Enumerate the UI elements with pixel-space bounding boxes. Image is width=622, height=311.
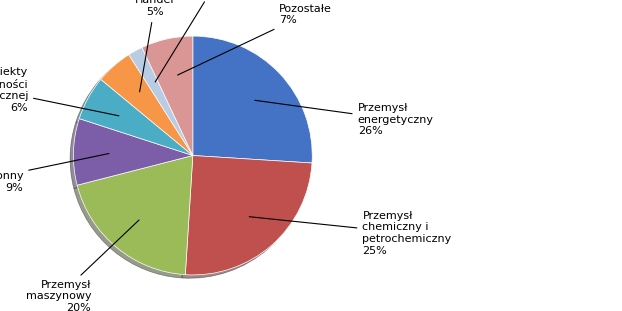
Text: Przemysł
energetyczny
26%: Przemysł energetyczny 26% bbox=[255, 100, 434, 136]
Text: Pozostałe
7%: Pozostałe 7% bbox=[178, 4, 332, 75]
Wedge shape bbox=[129, 48, 193, 156]
Text: Obiekty
użyteczności
publicznej
6%: Obiekty użyteczności publicznej 6% bbox=[0, 67, 119, 116]
Wedge shape bbox=[193, 36, 312, 163]
Wedge shape bbox=[77, 156, 193, 275]
Wedge shape bbox=[142, 36, 193, 156]
Wedge shape bbox=[79, 79, 193, 156]
Text: Przemysł
maszynowy
20%: Przemysł maszynowy 20% bbox=[26, 220, 139, 311]
Text: Przemysł
chemiczny i
petrochemiczny
25%: Przemysł chemiczny i petrochemiczny 25% bbox=[249, 211, 452, 256]
Wedge shape bbox=[101, 55, 193, 156]
Wedge shape bbox=[185, 156, 312, 275]
Wedge shape bbox=[73, 118, 193, 185]
Text: Przemysł hutniczy
2%: Przemysł hutniczy 2% bbox=[155, 0, 265, 82]
Text: Przemysł obronny
9%: Przemysł obronny 9% bbox=[0, 154, 109, 193]
Text: Handel
5%: Handel 5% bbox=[135, 0, 174, 92]
